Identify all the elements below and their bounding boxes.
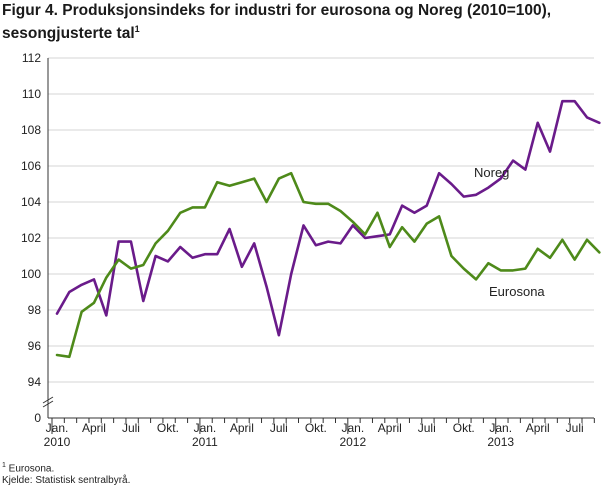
x-tick-label: Okt.: [453, 421, 475, 435]
title-footnote-mark: 1: [134, 24, 140, 34]
x-tick-year-label: 2010: [44, 435, 71, 449]
footnotes: 1 Eurosona. Kjelde: Statistisk sentralby…: [2, 460, 130, 487]
y-tick-label-zero: 0: [34, 411, 41, 425]
y-tick-label: 100: [21, 267, 41, 281]
x-tick-label: Juli: [122, 421, 140, 435]
x-tick-label: April: [230, 421, 254, 435]
series-label-noreg: Noreg: [474, 165, 509, 180]
x-tick-label: Juli: [418, 421, 436, 435]
x-tick-label: Juli: [270, 421, 288, 435]
series-line-noreg: [55, 99, 601, 337]
x-tick-label: Jan.: [341, 421, 364, 435]
footnote-mark: 1: [2, 462, 6, 469]
x-tick-label: April: [378, 421, 402, 435]
y-tick-label: 102: [21, 231, 41, 245]
x-tick-label: Jan.: [46, 421, 69, 435]
x-tick-label: Okt.: [305, 421, 327, 435]
y-tick-label: 108: [21, 123, 41, 137]
y-tick-label: 112: [22, 51, 41, 65]
source-note: Kjelde: Statistisk sentralbyrå.: [2, 475, 131, 487]
series-label-eurosona: Eurosona: [489, 284, 545, 299]
axes: 9496981001021041061081101120Jan.2010Apri…: [21, 51, 595, 449]
y-tick-label: 96: [28, 339, 42, 353]
chart-title-line1: Figur 4. Produksjonsindeks for industri …: [2, 2, 552, 19]
x-tick-label: Jan.: [194, 421, 217, 435]
y-tick-label: 94: [28, 375, 42, 389]
axis-break-mark: [42, 400, 54, 408]
axis-break-mark: [42, 396, 54, 404]
footnote-text: Eurosona.: [5, 463, 55, 475]
x-tick-label: Juli: [566, 421, 584, 435]
series-line-eurosona: [55, 171, 601, 359]
series-lines: [55, 99, 601, 359]
x-tick-label: Okt.: [157, 421, 179, 435]
y-tick-label: 98: [28, 303, 42, 317]
x-tick-year-label: 2013: [487, 435, 514, 449]
y-tick-label: 104: [21, 195, 41, 209]
x-tick-label: Jan.: [489, 421, 512, 435]
x-tick-label: April: [526, 421, 550, 435]
y-tick-label: 110: [22, 87, 41, 101]
x-tick-year-label: 2011: [192, 435, 218, 449]
chart-title-line2: sesongjusterte tal: [2, 25, 135, 43]
gridlines: [48, 57, 594, 383]
series-labels: Noreg Eurosona: [474, 165, 545, 299]
x-tick-year-label: 2012: [339, 435, 366, 449]
footnote-eurosona: 1 Eurosona.: [2, 460, 130, 475]
x-tick-label: April: [82, 421, 106, 435]
chart-title: Figur 4. Produksjonsindeks for industri …: [2, 2, 602, 43]
y-tick-label: 106: [21, 159, 41, 173]
